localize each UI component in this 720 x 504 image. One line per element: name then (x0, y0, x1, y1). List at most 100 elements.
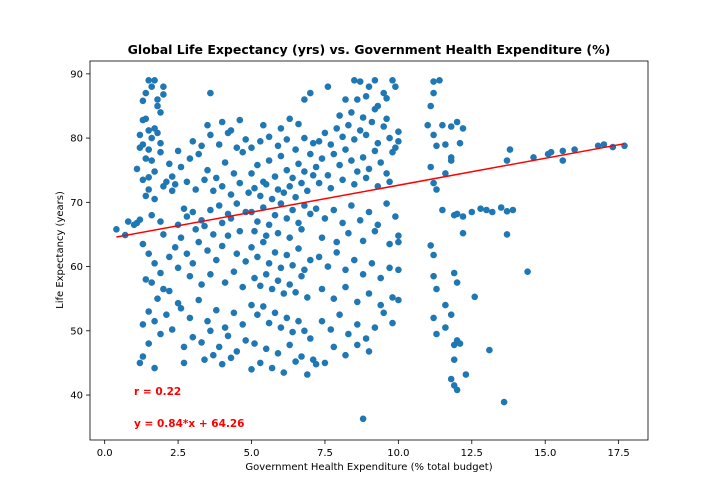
data-point (324, 263, 332, 270)
plot-frame (89, 60, 649, 441)
data-point (439, 121, 446, 129)
data-point (239, 148, 246, 156)
data-point (265, 319, 273, 327)
data-point (174, 147, 182, 155)
data-point (386, 240, 393, 248)
data-point (450, 269, 458, 277)
data-point (315, 179, 323, 187)
data-point (459, 229, 467, 237)
data-point (174, 299, 182, 307)
data-point (277, 264, 285, 272)
data-point (180, 359, 188, 367)
data-point (333, 238, 341, 246)
chart-title: Global Life Expectancy (yrs) vs. Governm… (128, 42, 611, 57)
data-point (307, 335, 314, 342)
data-point (506, 146, 514, 153)
data-point (151, 364, 158, 372)
data-point (145, 127, 152, 134)
data-point (312, 163, 320, 171)
data-point (248, 170, 255, 177)
data-point (359, 237, 367, 245)
data-point (301, 266, 308, 274)
data-point (183, 213, 191, 220)
data-point (304, 187, 311, 195)
x-tick-label: 5.0 (244, 448, 260, 459)
data-point (324, 172, 332, 179)
data-point (139, 240, 147, 248)
data-point (171, 244, 179, 251)
x-axis-label: Government Health Expenditure (% total b… (245, 462, 492, 473)
data-point (453, 386, 461, 394)
data-point (295, 120, 302, 128)
data-point (359, 415, 367, 423)
data-point (356, 78, 364, 85)
data-point (442, 324, 449, 331)
data-point (462, 371, 470, 378)
data-point (198, 281, 205, 288)
data-point (204, 121, 211, 129)
data-point (157, 330, 164, 338)
data-point (274, 186, 282, 193)
data-point (386, 178, 393, 186)
data-point (274, 142, 282, 150)
data-point (336, 311, 343, 319)
data-point (354, 96, 361, 103)
data-point (157, 109, 164, 116)
y-tick-label: 70 (70, 198, 83, 209)
data-point (236, 116, 244, 124)
data-point (204, 166, 211, 174)
data-point (321, 359, 329, 367)
data-point (207, 327, 214, 335)
data-point (362, 335, 370, 342)
x-tick-label: 0.0 (97, 448, 113, 459)
data-point (251, 274, 258, 282)
data-point (500, 398, 508, 406)
data-point (354, 168, 361, 175)
data-point (459, 125, 467, 132)
data-point (330, 206, 338, 214)
data-point (168, 187, 176, 195)
data-point (271, 249, 279, 256)
data-point (289, 262, 296, 269)
data-point (286, 341, 294, 349)
data-point (453, 210, 461, 218)
data-point (307, 210, 314, 218)
data-point (254, 311, 261, 319)
data-point (142, 276, 150, 283)
data-point (157, 148, 164, 156)
data-point (386, 264, 393, 272)
data-point (383, 95, 390, 102)
data-point (245, 189, 252, 196)
data-point (204, 247, 211, 254)
data-point (330, 150, 338, 158)
data-point (260, 121, 267, 129)
data-point (374, 102, 382, 110)
data-point (204, 317, 211, 325)
data-point (389, 319, 396, 327)
data-point (166, 160, 173, 168)
data-point (136, 359, 144, 367)
data-point (251, 340, 258, 347)
data-point (450, 341, 458, 349)
data-point (174, 264, 182, 272)
data-point (139, 176, 147, 184)
data-point (230, 268, 238, 276)
data-point (283, 215, 291, 222)
data-point (283, 166, 291, 174)
data-point (330, 343, 338, 351)
data-point (489, 208, 496, 216)
data-point (392, 213, 399, 220)
data-point (215, 202, 223, 209)
data-point (177, 234, 185, 241)
data-point (260, 238, 267, 246)
y-tick-label: 50 (70, 326, 83, 337)
data-point (395, 138, 402, 145)
y-axis-label: Life Expectancy (years) (55, 191, 66, 309)
data-point (383, 170, 390, 177)
data-point (354, 298, 361, 306)
data-point (142, 89, 150, 97)
data-point (497, 204, 505, 211)
regression-layer (116, 142, 625, 238)
data-point (342, 283, 349, 291)
data-point (442, 301, 449, 309)
